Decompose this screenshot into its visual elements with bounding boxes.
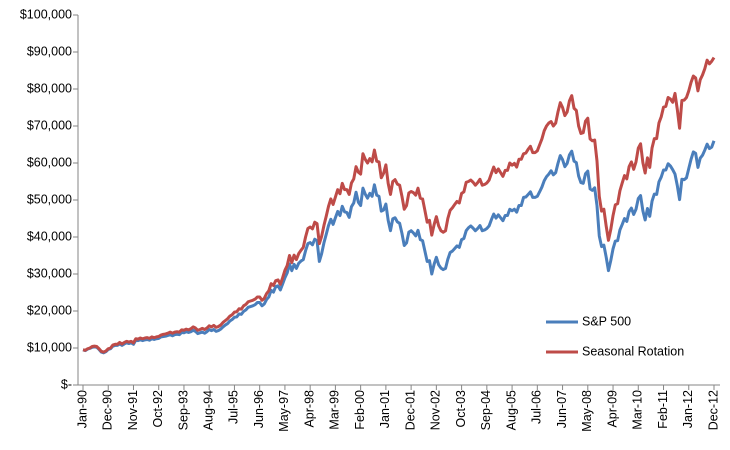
x-tick-label: Jun-96 — [252, 390, 266, 428]
x-tick-label: Sep-04 — [479, 390, 493, 430]
series-line — [82, 140, 716, 355]
x-tick-label: Jun-07 — [555, 390, 569, 428]
x-tick-label: Mar-99 — [328, 390, 342, 430]
x-tick-label: Sep-93 — [176, 390, 190, 430]
x-tick-label: Apr-98 — [302, 390, 316, 428]
y-tick-label: $80,000 — [27, 81, 72, 95]
x-tick-label: Jan-01 — [378, 390, 392, 428]
x-tick-label: Aug-94 — [201, 390, 215, 430]
x-tick-label: Jan-90 — [75, 390, 89, 428]
x-tick-label: May-97 — [277, 390, 291, 432]
x-tick-label: Mar-10 — [631, 390, 645, 430]
y-tick-label: $60,000 — [27, 155, 72, 169]
y-tick-label: $90,000 — [27, 44, 72, 58]
x-tick-label: Dec-01 — [403, 390, 417, 430]
x-tick-label: Feb-11 — [656, 390, 670, 429]
y-tick-label: $70,000 — [27, 118, 72, 132]
x-tick-label: Jan-12 — [681, 390, 695, 428]
y-tick-label: $50,000 — [27, 192, 72, 206]
legend-label: Seasonal Rotation — [582, 344, 684, 358]
y-tick-label: $30,000 — [27, 266, 72, 280]
x-tick-label: Oct-92 — [151, 390, 165, 428]
y-tick-label: $10,000 — [27, 340, 72, 354]
x-tick-label: Dec-90 — [101, 390, 115, 430]
x-tick-label: Dec-12 — [706, 390, 720, 430]
x-tick-label: Jul-95 — [227, 390, 241, 424]
legend-label: S&P 500 — [582, 314, 631, 328]
x-tick-label: Oct-03 — [454, 390, 468, 428]
x-tick-label: May-08 — [580, 390, 594, 432]
y-tick-label: $- — [61, 377, 72, 391]
x-tick-label: Nov-02 — [429, 390, 443, 430]
series-line — [82, 56, 716, 354]
x-tick-label: Nov-91 — [126, 390, 140, 430]
y-tick-label: $20,000 — [27, 303, 72, 317]
x-tick-label: Aug-05 — [504, 390, 518, 430]
x-tick-label: Feb-00 — [353, 390, 367, 430]
x-tick-label: Apr-09 — [605, 390, 619, 428]
x-tick-label: Jul-06 — [530, 390, 544, 424]
y-tick-label: $40,000 — [27, 229, 72, 243]
y-tick-label: $100,000 — [20, 7, 72, 21]
